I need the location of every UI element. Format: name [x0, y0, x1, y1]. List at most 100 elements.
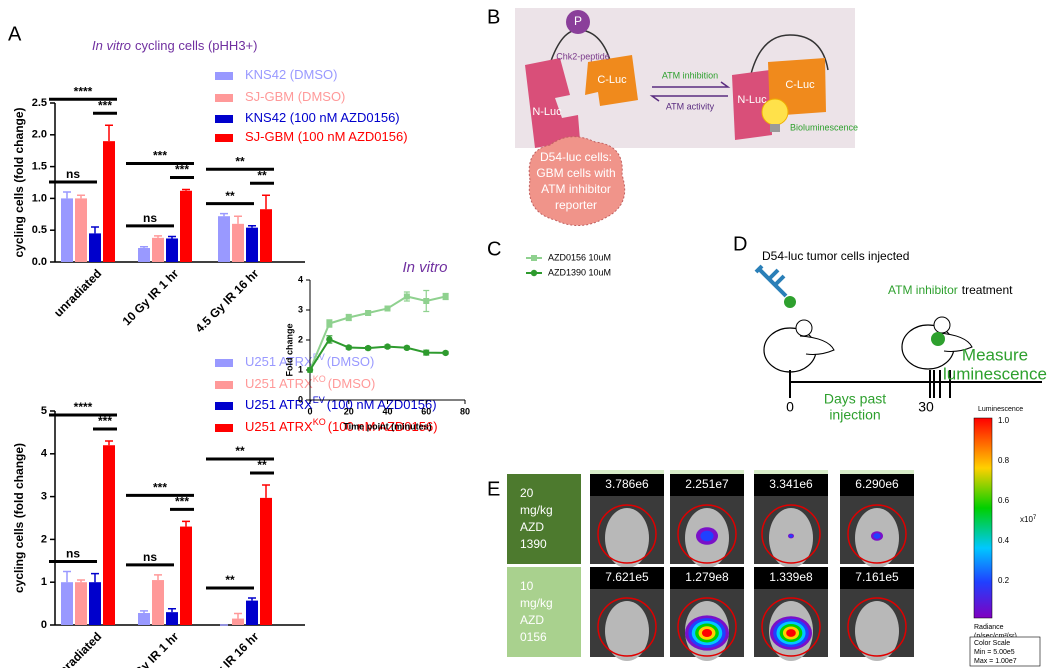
- luminescence-value: 7.621e5: [605, 570, 649, 584]
- error-bar: [63, 191, 71, 199]
- significance-label: **: [235, 444, 245, 458]
- error-bar: [262, 484, 270, 498]
- bar: [138, 613, 150, 625]
- legend-label: AZD1390 10uM: [548, 267, 611, 277]
- error-bar: [182, 188, 190, 191]
- panel-label: B: [487, 6, 500, 28]
- error-bar: [140, 610, 148, 614]
- readout-label: Measure: [962, 345, 1028, 364]
- row-label: 10: [520, 579, 534, 593]
- scale-text: Color Scale: [974, 640, 1010, 647]
- error-bar: [168, 235, 176, 239]
- error-bar: [182, 520, 190, 527]
- row-label: mg/kg: [520, 596, 553, 610]
- value-band: [840, 567, 914, 589]
- colorbar-unit: (p/sec/cm²/sr): [974, 633, 1017, 640]
- y-tick-label: 0.0: [32, 256, 47, 268]
- signal-blob: [701, 628, 713, 638]
- scale-text: Max = 1.00e7: [974, 658, 1017, 665]
- inhibition-label: ATM inhibition: [662, 70, 718, 80]
- y-tick-label: 4: [41, 448, 48, 460]
- chart-title: In vitro cycling cells (pHH3+): [92, 38, 257, 53]
- treatment-drug: ATM inhibitor: [888, 283, 958, 297]
- c-luc-piece: [585, 55, 638, 106]
- y-axis-label: cycling cells (fold change): [12, 107, 26, 257]
- mouse-head: [937, 332, 973, 352]
- injection-label: D54-luc tumor cells injected: [762, 249, 909, 263]
- signal-blob: [786, 629, 796, 637]
- phospho-label: P: [574, 14, 582, 28]
- x-tick-label: 60: [421, 406, 431, 416]
- signal-blob: [700, 530, 714, 542]
- readout-label: luminescence: [943, 364, 1047, 383]
- syringe: [754, 264, 788, 298]
- line: [309, 338, 446, 371]
- x-axis-label: Time point (minutes): [343, 421, 431, 431]
- value-band: [670, 474, 744, 496]
- legend-name: U251 ATRX: [245, 397, 313, 412]
- y-tick-label: 3: [41, 491, 47, 503]
- y-tick-label: 0.5: [32, 224, 47, 236]
- cell-description: D54-luc cells:: [540, 150, 612, 164]
- bar: [180, 190, 192, 262]
- roi-circle: [597, 504, 657, 564]
- bar: [232, 223, 244, 262]
- x-tick-label: 80: [460, 406, 470, 416]
- legend-name: KNS42 (100 nM AZD0156): [245, 110, 400, 125]
- luminescence-value: 1.339e8: [769, 570, 813, 584]
- row-label-box: [507, 474, 581, 564]
- bar: [166, 238, 178, 262]
- significance-label: ****: [74, 84, 93, 98]
- roi-circle: [677, 504, 737, 564]
- tumor: [931, 332, 945, 346]
- significance-label: ***: [98, 98, 112, 112]
- legend-label: U251 ATRXKO (100 nM AZD0156): [245, 417, 438, 434]
- significance-label: ns: [66, 167, 80, 181]
- title-prefix: In vitro: [92, 38, 131, 53]
- bar: [75, 582, 87, 625]
- panel-label: C: [487, 238, 501, 260]
- colorbar: [973, 417, 993, 619]
- y-tick-label: 2: [298, 334, 303, 344]
- bulb-base: [770, 124, 780, 132]
- colorbar-tick-label: 0.2: [998, 576, 1010, 585]
- error-bar: [154, 235, 162, 238]
- bar: [260, 209, 272, 262]
- cell-description: ATM inhibitor: [541, 182, 611, 196]
- legend-marker: [530, 269, 538, 277]
- legend-label: U251 ATRXKO (DMSO): [245, 374, 375, 391]
- legend-swatch: [215, 134, 233, 142]
- panel-label: E: [487, 478, 500, 500]
- value-band: [754, 567, 828, 589]
- bar: [75, 198, 87, 262]
- legend-superscript: KO: [313, 417, 326, 427]
- value-band: [840, 474, 914, 496]
- legend-name: KNS42 (DMSO): [245, 67, 337, 82]
- light-bulb: [761, 98, 789, 126]
- timeline-label: Days past: [824, 391, 886, 407]
- legend-swatch: [215, 115, 233, 123]
- legend-name: U251 ATRX: [245, 419, 313, 434]
- error-bar: [168, 607, 176, 613]
- significance-label: **: [257, 458, 267, 472]
- error-bar: [220, 212, 228, 217]
- error-bar: [77, 579, 85, 583]
- value-band: [670, 567, 744, 589]
- roi-circle: [677, 597, 737, 657]
- legend-condition: (DMSO): [327, 354, 375, 369]
- error-bar: [105, 440, 113, 446]
- mouse-head: [799, 335, 835, 355]
- colorbar-multiplier: x107: [1020, 515, 1037, 525]
- title-text: cycling cells (pHH3+): [135, 38, 257, 53]
- marker: [403, 344, 411, 351]
- legend-swatch: [215, 402, 233, 410]
- error-bar: [234, 612, 242, 619]
- multiplier-base: x10: [1020, 515, 1033, 524]
- error-bar: [262, 194, 270, 210]
- luminescence-value: 3.786e6: [605, 477, 649, 491]
- error-bar: [140, 245, 148, 249]
- colorbar-tick-label: 0.6: [998, 496, 1010, 505]
- signal-label: Bioluminescence: [790, 122, 858, 132]
- y-tick-label: 2.0: [32, 129, 47, 141]
- legend-swatch: [215, 381, 233, 389]
